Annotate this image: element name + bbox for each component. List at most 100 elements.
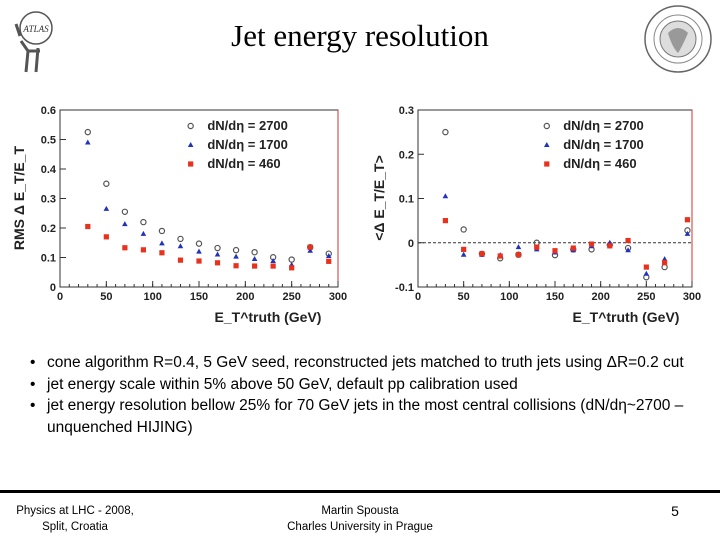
- footer-author-name: Martin Spousta: [321, 505, 399, 517]
- data-point-circle: [543, 122, 550, 130]
- data-point-triangle: [233, 253, 239, 259]
- data-point-triangle: [442, 193, 449, 199]
- series-2: [442, 217, 691, 270]
- y-tick-label: 0.2: [399, 149, 414, 161]
- data-point-triangle: [196, 248, 202, 254]
- x-tick-label: 300: [683, 291, 701, 303]
- data-point-circle: [460, 226, 467, 233]
- data-point-circle: [251, 248, 258, 256]
- data-point-triangle: [251, 255, 258, 261]
- data-point-triangle: [159, 240, 165, 246]
- legend-label: dN/dη = 2700: [563, 118, 644, 133]
- series-2: [85, 223, 332, 271]
- data-point-square: [643, 264, 649, 270]
- x-axis-label: E_T^truth (GeV): [215, 309, 322, 325]
- legend-label: dN/dη = 460: [207, 156, 280, 171]
- y-tick-label: 0.1: [399, 194, 414, 206]
- x-tick-label: 0: [415, 291, 421, 303]
- data-point-triangle: [325, 253, 332, 259]
- data-point-triangle: [177, 243, 184, 249]
- data-point-circle: [214, 244, 221, 252]
- x-tick-label: 250: [637, 291, 655, 303]
- bullet-list: cone algorithm R=0.4, 5 GeV seed, recons…: [22, 352, 712, 438]
- legend-label: dN/dη = 1700: [563, 137, 644, 152]
- resolution-chart: RMS Δ E_T/E_T E_T^truth (GeV) 0 50 100 150 2…: [11, 105, 347, 325]
- data-point-square: [461, 246, 467, 252]
- data-point-square: [214, 260, 221, 266]
- x-tick-label: 50: [100, 291, 112, 303]
- data-point-triangle: [187, 142, 194, 147]
- data-point-square: [326, 258, 332, 264]
- data-point-square: [307, 244, 313, 250]
- data-point-square: [85, 223, 91, 230]
- data-point-circle: [442, 128, 449, 136]
- data-point-triangle: [625, 247, 631, 253]
- slide-title: Jet energy resolution: [231, 18, 489, 53]
- data-point-circle: [187, 122, 194, 130]
- legend-label: dN/dη = 2700: [207, 118, 288, 133]
- data-point-square: [140, 247, 146, 253]
- plot-frame: [417, 109, 693, 288]
- x-axis-label: E_T^truth (GeV): [573, 309, 680, 325]
- footer-conference-line: Physics at LHC - 2008,: [16, 505, 134, 517]
- data-point-triangle: [85, 139, 91, 145]
- data-point-square: [270, 263, 276, 269]
- data-point-triangle: [122, 221, 128, 227]
- data-point-circle: [84, 128, 92, 136]
- atlas-logo-text: ATLAS: [22, 24, 49, 34]
- data-point-circle: [140, 218, 147, 226]
- y-tick-label: 0.3: [41, 194, 56, 206]
- data-point-triangle: [661, 256, 668, 262]
- data-point-circle: [232, 246, 240, 254]
- x-tick-label: 50: [458, 291, 470, 303]
- data-point-square: [159, 250, 165, 256]
- bullet-item: cone algorithm R=0.4, 5 GeV seed, recons…: [22, 352, 712, 374]
- data-point-square: [534, 244, 540, 250]
- data-point-square: [662, 260, 668, 266]
- data-point-triangle: [307, 247, 313, 253]
- legend-label: dN/dη = 460: [563, 156, 636, 171]
- data-point-square: [188, 161, 194, 167]
- x-tick-label: 200: [591, 291, 609, 303]
- data-point-square: [177, 257, 184, 263]
- bullet-item: jet energy scale within 5% above 50 GeV,…: [22, 374, 712, 396]
- page-number: 5: [671, 503, 679, 519]
- data-point-triangle: [543, 142, 550, 147]
- data-point-square: [625, 237, 631, 244]
- data-point-circle: [103, 180, 110, 187]
- data-point-square: [103, 234, 109, 240]
- data-point-square: [588, 241, 595, 247]
- footer-conference: Physics at LHC - 2008, Split, Croatia: [0, 503, 150, 535]
- y-tick-label: 0: [50, 282, 56, 294]
- y-tick-label: 0.1: [41, 253, 56, 265]
- y-tick-label: 0.2: [41, 223, 56, 235]
- y-axis-label: RMS Δ E_T/E_T: [11, 145, 27, 250]
- data-point-square: [497, 253, 503, 259]
- x-tick-label: 100: [143, 291, 161, 303]
- data-point-triangle: [140, 230, 147, 236]
- energy-scale-chart: <Δ E_T/E_T> E_T^truth (GeV) 0 50 100 150 200…: [371, 105, 701, 325]
- data-point-triangle: [684, 230, 691, 236]
- data-point-triangle: [270, 258, 276, 264]
- x-tick-label: 0: [57, 291, 63, 303]
- footer-affiliation: Charles University in Prague: [287, 521, 433, 533]
- data-point-circle: [177, 235, 184, 243]
- data-point-circle: [121, 208, 129, 215]
- data-point-circle: [158, 227, 166, 235]
- data-point-square: [515, 252, 522, 258]
- legend-label: dN/dη = 1700: [207, 137, 288, 152]
- y-tick-label: 0: [408, 238, 414, 250]
- x-tick-label: 150: [190, 291, 208, 303]
- data-point-triangle: [460, 251, 467, 257]
- footer-author: Martin Spousta Charles University in Pra…: [260, 503, 460, 535]
- data-point-square: [607, 243, 613, 249]
- data-point-square: [479, 251, 485, 257]
- y-tick-label: 0.3: [399, 105, 414, 117]
- x-tick-label: 300: [329, 291, 347, 303]
- y-tick-label: 0.6: [41, 105, 56, 117]
- footer-location-line: Split, Croatia: [42, 521, 108, 533]
- charles-university-seal: [644, 5, 712, 73]
- data-point-square: [233, 263, 239, 269]
- data-point-square: [442, 218, 448, 224]
- y-axis-label: <Δ E_T/E_T>: [371, 155, 387, 241]
